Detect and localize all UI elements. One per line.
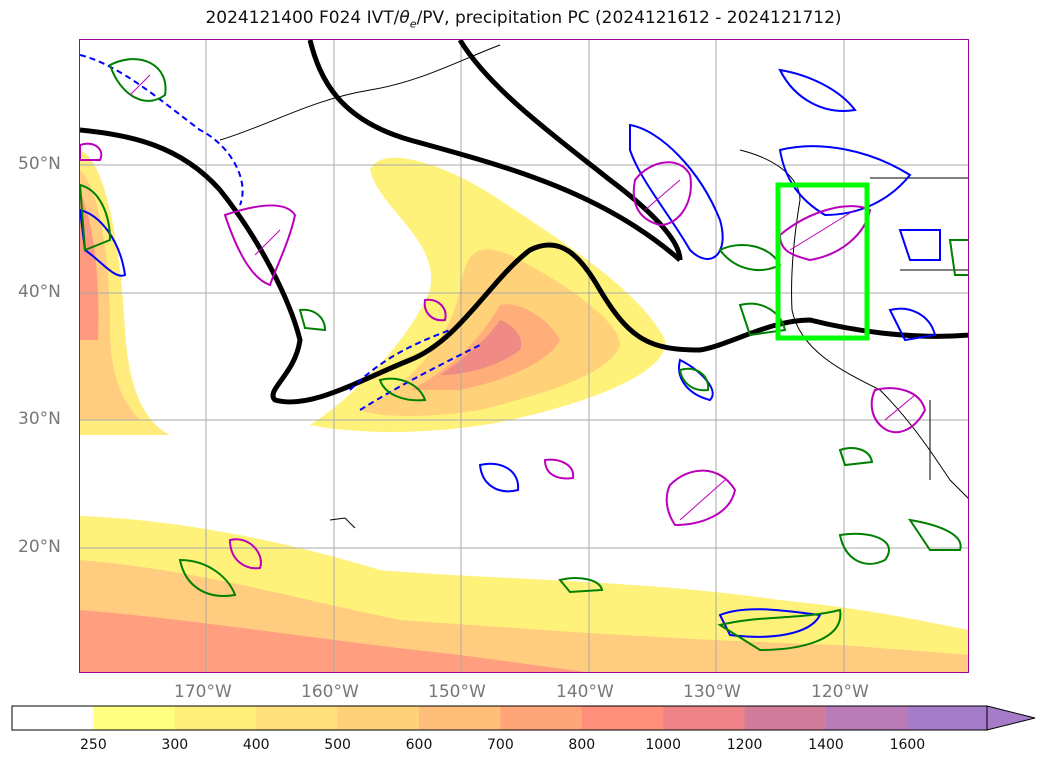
lat-label-40n: 40°N bbox=[18, 282, 61, 302]
weather-map-canvas bbox=[80, 40, 968, 672]
lon-label-120w: 120°W bbox=[811, 682, 869, 702]
precip-pc-contours bbox=[80, 142, 927, 570]
lon-label-140w: 140°W bbox=[556, 682, 614, 702]
colorbar-tick-label: 1600 bbox=[889, 737, 926, 753]
lat-label-30n: 30°N bbox=[18, 409, 61, 429]
colorbar-cell bbox=[907, 706, 990, 730]
colorbar-cell bbox=[256, 706, 339, 730]
lat-label-20n: 20°N bbox=[18, 537, 61, 557]
theta-e-dashed bbox=[80, 54, 481, 411]
coastline bbox=[219, 44, 968, 529]
map-panel[interactable] bbox=[79, 39, 969, 673]
map-title: 2024121400 F024 IVT/θe/PV, precipitation… bbox=[205, 8, 842, 31]
colorbar-tick-label: 400 bbox=[242, 737, 270, 753]
pv-contours bbox=[80, 58, 968, 652]
theta-e-contours bbox=[80, 68, 941, 638]
colorbar-tick-label: 300 bbox=[161, 737, 189, 753]
colorbar-tick-label: 1400 bbox=[808, 737, 844, 753]
colorbar-cell bbox=[663, 706, 746, 730]
colorbar-cell bbox=[826, 706, 908, 730]
ivt-contour bbox=[80, 40, 968, 405]
colorbar-tick-label: 600 bbox=[405, 737, 433, 753]
precip-pc-hatch bbox=[129, 74, 916, 521]
lat-label-50n: 50°N bbox=[18, 154, 61, 174]
colorbar-cell bbox=[581, 706, 664, 730]
colorbar-tick-label: 500 bbox=[324, 737, 351, 753]
colorbar-tick-label: 700 bbox=[487, 737, 514, 753]
colorbar-tick-label: 250 bbox=[80, 737, 107, 753]
colorbar-cell bbox=[12, 706, 94, 730]
lon-label-130w: 130°W bbox=[683, 682, 741, 702]
colorbar-tick-label: 800 bbox=[568, 737, 596, 753]
colorbar-cell bbox=[174, 706, 257, 730]
colorbar-cell bbox=[337, 706, 420, 730]
lon-label-170w: 170°W bbox=[174, 682, 232, 702]
lon-label-160w: 160°W bbox=[301, 682, 359, 702]
colorbar-cell bbox=[419, 706, 501, 730]
lon-label-150w: 150°W bbox=[428, 682, 486, 702]
graticule bbox=[80, 40, 968, 672]
colorbar-cell bbox=[93, 706, 176, 730]
colorbar-tick-label: 1000 bbox=[645, 737, 682, 753]
target-region-box bbox=[775, 182, 870, 341]
colorbar-cell bbox=[744, 706, 827, 730]
colorbar-tick-label: 1200 bbox=[726, 737, 763, 753]
colorbar-cell bbox=[500, 706, 583, 730]
